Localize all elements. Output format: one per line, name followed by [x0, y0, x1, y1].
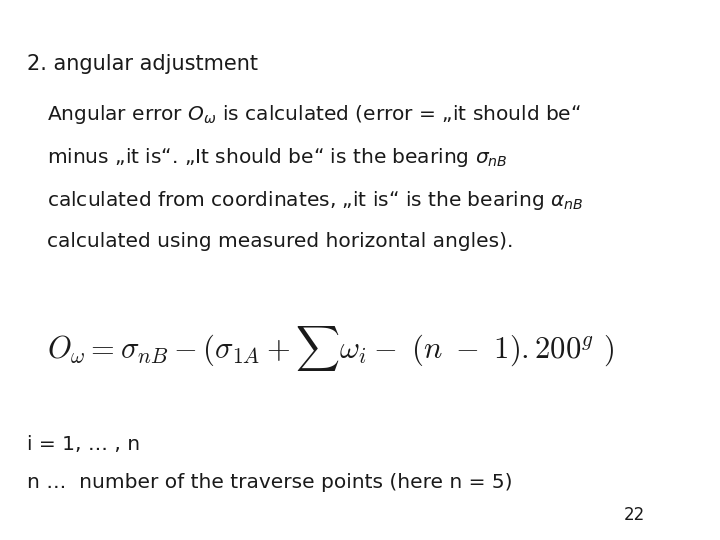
Text: minus „it is“. „It should be“ is the bearing $\sigma_{nB}$: minus „it is“. „It should be“ is the bea… [47, 146, 508, 169]
Text: Angular error $O_{\omega}$ is calculated (error = „it should be“: Angular error $O_{\omega}$ is calculated… [47, 103, 581, 126]
Text: $O_{\omega} = \sigma_{nB} - (\sigma_{1A}  + \sum \omega_i - \ (n\ -\ 1){.}200^g\: $O_{\omega} = \sigma_{nB} - (\sigma_{1A}… [47, 324, 614, 373]
Text: 22: 22 [624, 506, 645, 524]
Text: n …  number of the traverse points (here n = 5): n … number of the traverse points (here … [27, 472, 513, 491]
Text: 2. angular adjustment: 2. angular adjustment [27, 54, 258, 74]
Text: calculated using measured horizontal angles).: calculated using measured horizontal ang… [47, 232, 513, 251]
Text: calculated from coordinates, „it is“ is the bearing $\alpha_{nB}$: calculated from coordinates, „it is“ is … [47, 189, 583, 212]
Text: i = 1, … , n: i = 1, … , n [27, 435, 140, 454]
